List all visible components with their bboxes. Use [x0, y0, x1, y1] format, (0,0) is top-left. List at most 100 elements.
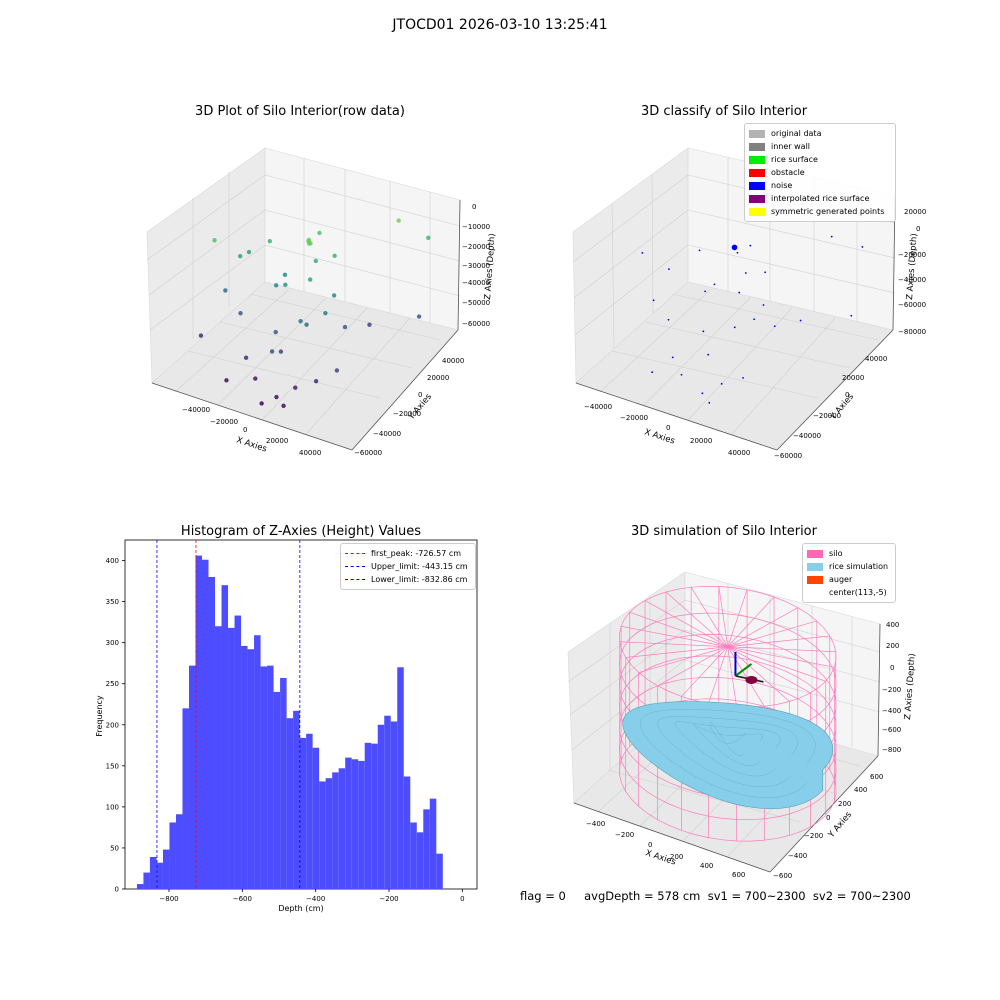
silo-roof-spoke	[621, 625, 728, 648]
raw-y-tick: 20000	[427, 374, 449, 382]
figure-suptitle: JTOCD01 2026-03-10 13:25:41	[392, 17, 608, 33]
sim-x-tick: 200	[670, 853, 683, 861]
raw-data-point	[278, 349, 284, 354]
histogram-bar	[345, 757, 352, 889]
raw-z-tick: −10000	[462, 223, 490, 231]
histogram-bar	[364, 742, 372, 889]
raw-3d-scatter: −40000 −20000 0 20000 40000 −60000 −4000…	[146, 147, 498, 457]
legend-swatch	[749, 168, 765, 177]
silo-roof-spoke	[727, 646, 836, 653]
legend-item-first-peak: first_peak: -726.57 cm	[345, 547, 471, 560]
histogram-bar	[410, 822, 417, 889]
raw-x-tick: −40000	[182, 406, 210, 414]
histogram-y-axis-label: Frequency	[95, 695, 104, 737]
silo-roof-spoke	[665, 591, 728, 647]
classify-noise-point	[764, 271, 767, 274]
histogram-bar	[208, 576, 216, 889]
legend-item-original-data: original data	[749, 127, 891, 140]
histogram-bar	[429, 798, 437, 889]
legend-item-rice-simulation: rice simulation	[807, 560, 891, 573]
classify-3d-scatter: −40000 −20000 0 20000 40000 −60000 −4000…	[572, 147, 926, 460]
legend-label: symmetric generated points	[771, 207, 885, 216]
histogram-bar	[182, 708, 189, 889]
silo-roof-spoke	[727, 646, 826, 682]
classify-y-axis-label: Y Axies	[828, 392, 856, 423]
histogram-bar	[293, 710, 300, 889]
histogram-bar	[215, 626, 222, 889]
histogram-y-tick-label: 0	[115, 886, 119, 894]
histogram-bar	[143, 872, 150, 889]
classify-noise-point	[733, 326, 736, 329]
classify-noise-point	[749, 244, 752, 247]
histogram-y-tick-label: 150	[106, 762, 119, 770]
raw-data-point	[253, 376, 258, 381]
depth-histogram: −800 −600 −400 −200 0 0 50 100 150 200 250 300 350 4…	[95, 539, 478, 913]
histogram-bar	[416, 832, 424, 889]
classify-noise-point	[704, 290, 707, 293]
sim-z-tick: 0	[890, 664, 894, 672]
raw-data-point	[416, 314, 422, 319]
legend-line	[345, 553, 365, 554]
silo-roof-spoke	[727, 589, 748, 647]
classify-noise-point	[742, 377, 744, 379]
legend-swatch	[749, 155, 765, 164]
raw-z-tick: −60000	[462, 320, 490, 328]
histogram-x-tick-label: −400	[306, 895, 325, 903]
legend-item-silo: silo	[807, 547, 891, 560]
classify-y-tick: −40000	[793, 432, 821, 440]
histogram-y-tick-label: 400	[106, 557, 119, 565]
legend-swatch	[807, 589, 823, 597]
legend-item-rice-surface: rice surface	[749, 153, 891, 166]
sim-x-tick: 0	[648, 841, 652, 849]
classify-noise-point	[641, 251, 644, 254]
raw-z-tick: −20000	[462, 243, 490, 251]
histogram-bar	[286, 718, 294, 889]
legend-swatch	[749, 142, 765, 151]
histogram-bar	[156, 862, 163, 889]
silo-roof-spoke	[727, 646, 811, 694]
raw-x-tick: 20000	[266, 437, 288, 445]
classify-noise-point	[861, 246, 864, 248]
histogram-bar	[254, 635, 261, 889]
histogram-title: Histogram of Z-Axies (Height) Values	[180, 524, 422, 539]
silo-roof-spoke	[727, 607, 798, 648]
histogram-bar	[273, 691, 281, 889]
rice-surface	[622, 701, 834, 810]
sim-x-tick: −200	[615, 831, 634, 839]
classify-noise-point	[744, 272, 747, 274]
raw-data-point	[342, 324, 348, 330]
raw-data-point	[246, 249, 252, 255]
histogram-bar	[338, 768, 346, 889]
classify-x-tick: 40000	[728, 449, 750, 457]
raw-data-point	[283, 282, 288, 287]
legend-item-noise: noise	[749, 179, 891, 192]
legend-item-obstacle: obstacle	[749, 166, 891, 179]
histogram-bar	[228, 627, 235, 889]
classify-x-tick: 20000	[690, 437, 712, 445]
legend-label: noise	[771, 181, 793, 190]
classify-noise-point	[762, 304, 765, 306]
classify-z-tick: 20000	[904, 208, 926, 216]
sim-y-tick: 200	[838, 800, 851, 808]
auger-y-arrow	[734, 663, 753, 677]
raw-data-point	[317, 230, 322, 236]
legend-line	[345, 566, 365, 567]
silo-roof-spoke	[727, 620, 817, 648]
classify-x-axis-label: X Axies	[643, 427, 676, 446]
histogram-x-tick-label: −800	[159, 895, 178, 903]
raw-z-tick: 0	[472, 203, 476, 211]
legend-swatch	[807, 562, 823, 571]
silo-roof-spoke	[619, 641, 728, 648]
raw-z-tick: −30000	[462, 262, 490, 270]
sim-x-tick: −400	[586, 820, 605, 828]
legend-label: interpolated rice surface	[771, 194, 870, 203]
histogram-bar	[299, 737, 307, 889]
classify-noise-point	[652, 299, 655, 302]
raw-data-point	[224, 378, 229, 383]
histogram-legend: first_peak: -726.57 cm Upper_limit: -443…	[340, 543, 476, 590]
silo-roof-spoke	[727, 646, 737, 708]
raw-plot-title: 3D Plot of Silo Interior(row data)	[195, 104, 405, 119]
classify-plot-title: 3D classify of Silo Interior	[640, 104, 808, 119]
legend-swatch	[807, 575, 823, 584]
sim-x-tick: 400	[700, 862, 713, 870]
